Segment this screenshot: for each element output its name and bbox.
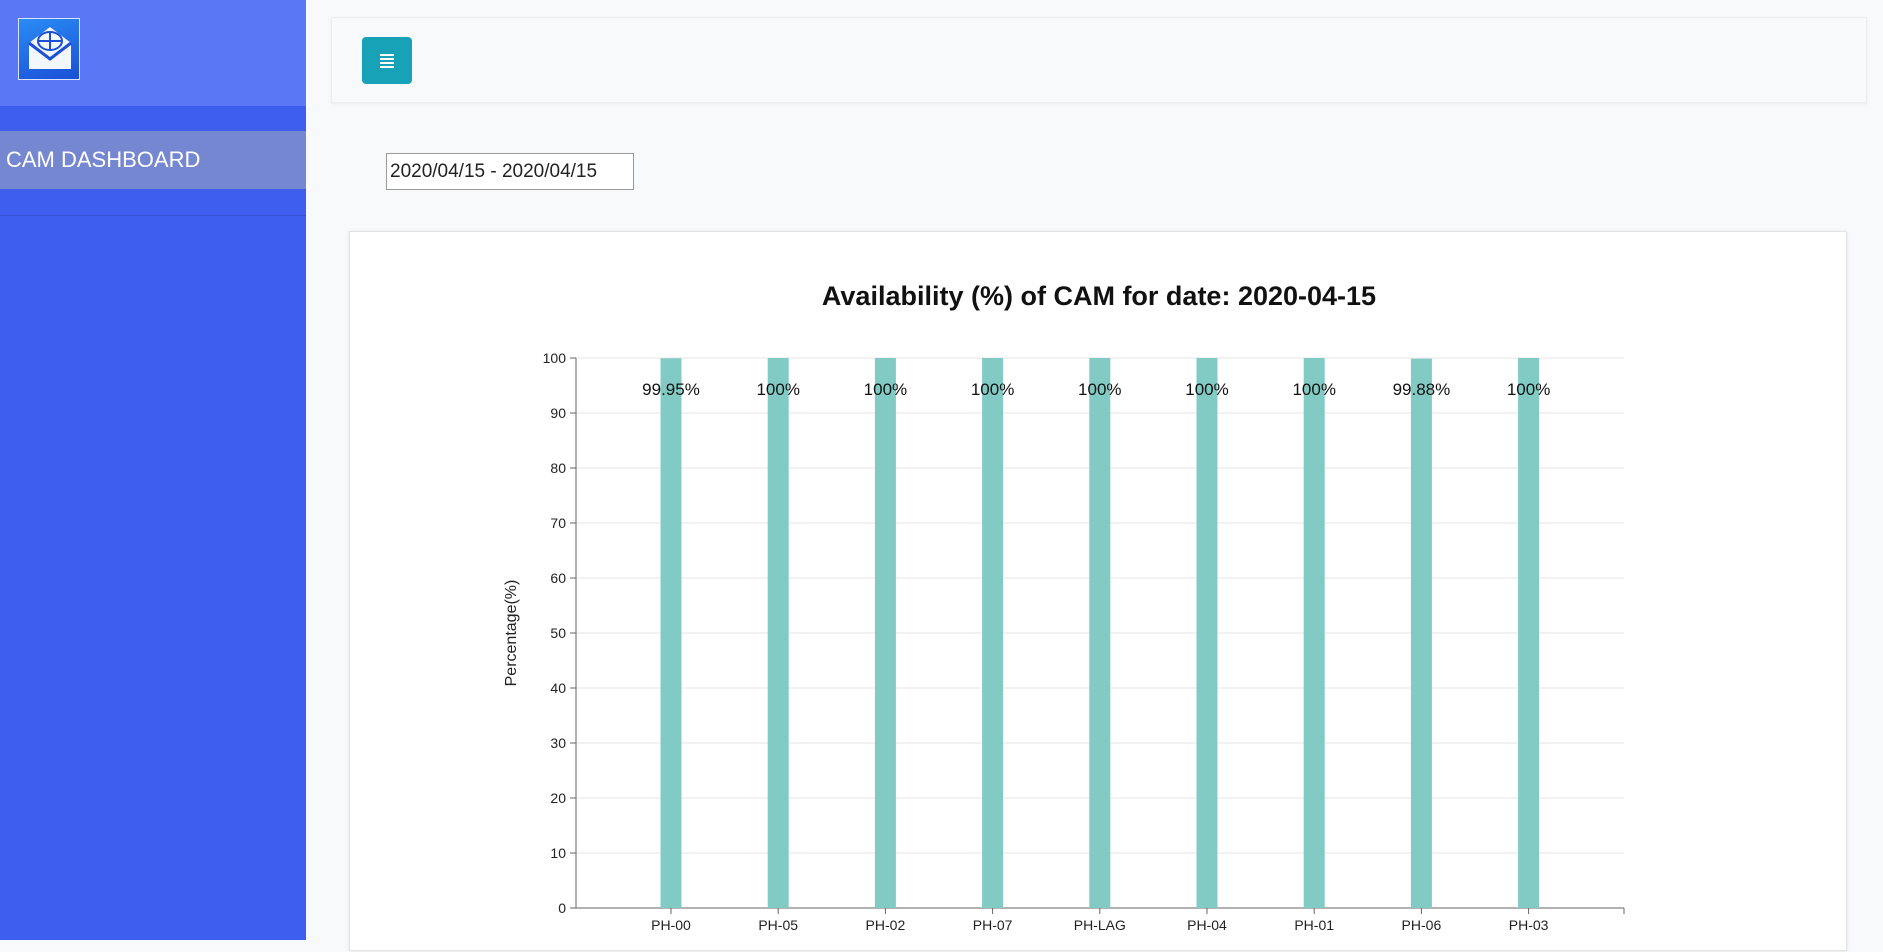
bar-data-label: 99.95%: [642, 380, 700, 399]
bar-data-label: 99.88%: [1393, 380, 1451, 399]
x-tick-label: PH-05: [758, 917, 798, 933]
menu-toggle-button[interactable]: [362, 37, 412, 84]
sidebar-divider: [0, 215, 306, 216]
bar-data-label: 100%: [864, 380, 907, 399]
hamburger-menu-icon: [380, 54, 394, 56]
bar-data-label: 100%: [971, 380, 1014, 399]
bar: [874, 358, 896, 908]
bar-data-label: 100%: [1185, 380, 1228, 399]
x-tick-label: PH-03: [1509, 917, 1549, 933]
bar-data-label: 100%: [1078, 380, 1121, 399]
sidebar: CAM DASHBOARD: [0, 0, 306, 940]
bar: [767, 358, 789, 908]
y-tick-label: 0: [558, 900, 566, 916]
y-tick-label: 100: [543, 350, 567, 366]
hamburger-line: [380, 58, 394, 60]
bar: [1518, 358, 1540, 908]
x-tick-label: PH-07: [973, 917, 1013, 933]
x-tick-label: PH-06: [1402, 917, 1442, 933]
bar-data-label: 100%: [756, 380, 799, 399]
x-tick-label: PH-02: [866, 917, 906, 933]
y-tick-label: 70: [550, 515, 566, 531]
sidebar-header: [0, 0, 306, 106]
y-tick-label: 10: [550, 845, 566, 861]
date-range-input[interactable]: [386, 153, 634, 190]
globe-envelope-icon[interactable]: [18, 18, 80, 80]
y-tick-label: 80: [550, 460, 566, 476]
bar: [1196, 358, 1218, 908]
top-navbar: [331, 17, 1867, 103]
bar: [982, 358, 1004, 908]
bar: [1410, 358, 1432, 908]
sidebar-item-cam-dashboard[interactable]: CAM DASHBOARD: [0, 131, 306, 189]
availability-bar-chart: 0 10 20 30 40 50 60 70 80 90 100 Percentage(%) PH-00…: [503, 350, 1625, 933]
y-tick-label: 60: [550, 570, 566, 586]
y-tick-label: 90: [550, 405, 566, 421]
bar: [660, 358, 682, 908]
x-tick-label: PH-00: [651, 917, 691, 933]
y-axis-label: Percentage(%): [503, 580, 520, 687]
sidebar-item-label: CAM DASHBOARD: [6, 147, 201, 172]
bar: [1089, 358, 1111, 908]
bar-data-label: 100%: [1507, 380, 1550, 399]
y-tick-label: 30: [550, 735, 566, 751]
y-tick-label: 50: [550, 625, 566, 641]
y-tick-label: 40: [550, 680, 566, 696]
x-tick-label: PH-01: [1294, 917, 1334, 933]
bar-data-label: 100%: [1292, 380, 1335, 399]
hamburger-line: [380, 62, 394, 64]
chart-card: Availability (%) of CAM for date: 2020-0…: [349, 231, 1847, 951]
hamburger-line: [380, 66, 394, 68]
bar: [1303, 358, 1325, 908]
x-tick-label: PH-04: [1187, 917, 1227, 933]
chart-title: Availability (%) of CAM for date: 2020-0…: [821, 281, 1377, 311]
y-tick-label: 20: [550, 790, 566, 806]
x-tick-label: PH-LAG: [1074, 917, 1126, 933]
